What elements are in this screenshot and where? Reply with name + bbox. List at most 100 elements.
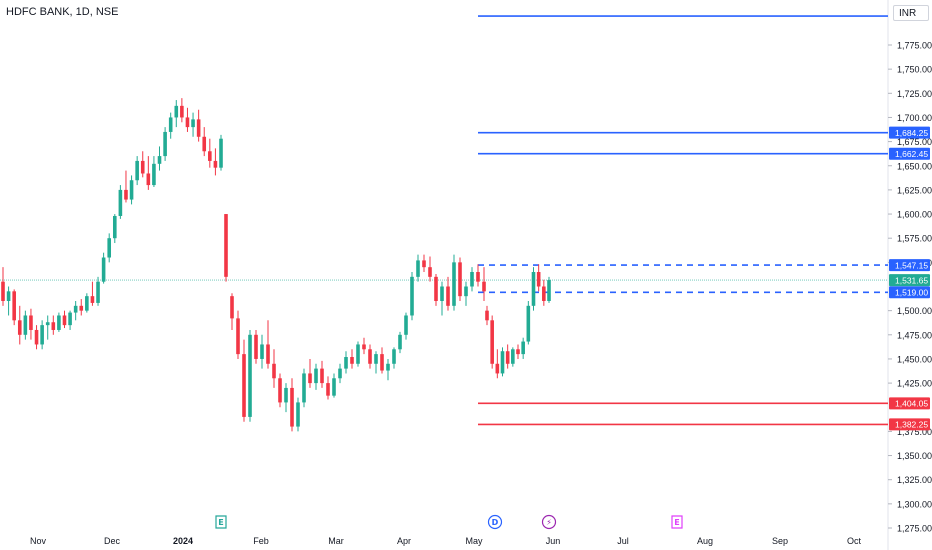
split-event-icon[interactable]: ⚡ — [541, 514, 557, 530]
candle-body — [476, 272, 480, 282]
candle-body — [356, 344, 360, 364]
candle-body — [266, 344, 270, 364]
candle-body — [34, 329, 39, 345]
candle-body — [326, 383, 330, 396]
candle — [320, 360, 324, 388]
candle — [191, 112, 195, 137]
candle-body — [536, 272, 541, 287]
candle — [326, 376, 330, 400]
price-tick-label: 1,325.00 — [897, 475, 932, 485]
candle-body — [350, 357, 354, 364]
candle-body — [202, 136, 207, 152]
candle-body — [428, 267, 432, 277]
candle-body — [152, 163, 156, 186]
candle — [392, 347, 396, 369]
level-price-tag — [889, 126, 930, 139]
candle — [96, 276, 100, 306]
candle — [79, 299, 84, 316]
candle-body — [452, 262, 456, 306]
candle — [284, 383, 288, 413]
event-markers[interactable]: E D ⚡ E — [215, 514, 683, 530]
candle-body — [45, 322, 50, 326]
candle-body — [308, 373, 312, 384]
candle-body — [404, 315, 408, 335]
earnings-event-icon[interactable]: E — [215, 515, 227, 529]
candle-body — [73, 305, 78, 313]
candle-body — [68, 312, 72, 326]
currency-selector[interactable]: INR — [893, 5, 929, 21]
candle — [236, 310, 240, 359]
horizontal-levels[interactable] — [478, 15, 888, 426]
candle — [434, 273, 438, 306]
candle — [248, 329, 252, 422]
candle-body — [254, 334, 258, 359]
candle-body — [320, 368, 324, 384]
candle-body — [332, 378, 336, 396]
candle-body — [470, 272, 474, 287]
candle — [168, 112, 173, 139]
time-axis[interactable]: Nov Dec 2024 Feb Mar Apr May Jun Jul Aug Sep Oct — [30, 536, 862, 546]
candle — [45, 315, 50, 340]
candle-body — [140, 160, 145, 174]
candle — [260, 334, 264, 369]
earnings-event-icon[interactable]: E — [671, 515, 683, 529]
candle — [374, 351, 378, 374]
symbol-title: HDFC BANK, 1D, NSE — [6, 6, 119, 18]
candle-body — [440, 286, 444, 301]
candle — [34, 325, 39, 350]
price-tick-label: 1,725.00 — [897, 89, 932, 99]
candles — [1, 98, 551, 432]
time-tick-label: Aug — [697, 536, 713, 546]
price-tick-label: 1,675.00 — [897, 137, 932, 147]
candle — [68, 310, 72, 330]
candle-body — [500, 351, 505, 374]
candle — [476, 264, 480, 287]
candle — [446, 276, 450, 311]
candle — [314, 363, 318, 390]
candle-body — [516, 349, 520, 355]
candle-body — [410, 276, 414, 316]
candle — [107, 233, 112, 263]
candle — [278, 373, 282, 408]
candle — [344, 351, 348, 374]
candle — [350, 349, 354, 369]
candle — [458, 257, 462, 301]
price-axis[interactable]: 1,775.00 1,750.00 1,725.00 1,700.00 1,675.00… — [888, 41, 932, 534]
level-price-tag-label: 1,662.45 — [895, 149, 928, 159]
candle-body — [446, 286, 450, 306]
candle-body — [362, 344, 366, 350]
candle-body — [163, 131, 167, 157]
candle-body — [458, 262, 462, 297]
candle — [521, 337, 525, 359]
candle-body — [213, 160, 218, 168]
candle-body — [118, 189, 123, 216]
candle-body — [17, 320, 22, 335]
price-tick-label: 1,375.00 — [897, 427, 932, 437]
candle-body — [79, 305, 84, 311]
candle — [224, 214, 228, 282]
candle — [308, 358, 312, 388]
candle-body — [495, 363, 500, 374]
price-tick-label: 1,775.00 — [897, 41, 932, 51]
price-tick-label: 1,750.00 — [897, 65, 932, 75]
candle-body — [23, 315, 28, 335]
candle-body — [374, 354, 378, 364]
dividend-event-icon[interactable]: D — [487, 514, 503, 530]
level-price-tag — [889, 418, 930, 431]
time-tick-label: Jun — [546, 536, 561, 546]
candle-body — [338, 368, 342, 379]
candle-body — [40, 325, 44, 345]
candle — [422, 254, 426, 273]
candle — [398, 331, 402, 354]
time-tick-label: 2024 — [173, 536, 193, 546]
candle — [51, 315, 56, 335]
candle-body — [284, 387, 288, 403]
candle-body — [146, 173, 151, 186]
candle-body — [224, 214, 228, 277]
candle-body — [57, 315, 61, 330]
candle — [62, 310, 67, 329]
time-tick-label: Nov — [30, 536, 47, 546]
candle — [135, 156, 139, 186]
candle-body — [101, 257, 106, 282]
